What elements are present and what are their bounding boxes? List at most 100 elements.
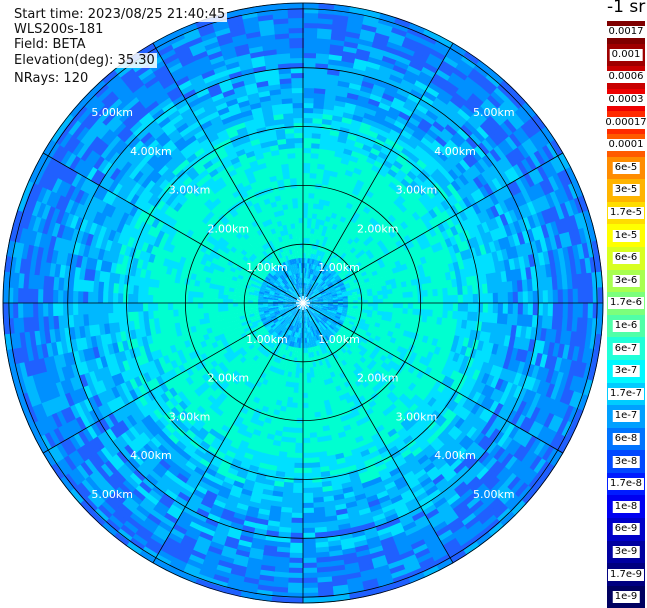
range-gate	[292, 397, 298, 403]
range-gate	[433, 296, 439, 304]
range-gate	[308, 397, 314, 403]
range-gate	[458, 303, 464, 312]
range-gate	[302, 423, 309, 429]
range-gate	[303, 138, 312, 144]
range-gate	[302, 543, 316, 549]
range-gate	[303, 13, 319, 19]
range-gate	[453, 303, 459, 312]
range-gate	[303, 88, 315, 94]
range-gate	[303, 68, 316, 74]
range-gate	[287, 588, 303, 594]
range-gate	[302, 468, 312, 474]
range-gate	[503, 303, 509, 315]
range-gate	[298, 383, 303, 389]
range-gate	[291, 503, 303, 509]
range-gate	[303, 188, 310, 194]
range-gate	[568, 303, 574, 318]
range-gate	[303, 228, 307, 234]
range-gate	[306, 373, 311, 379]
range-gate	[295, 448, 303, 454]
range-gate	[290, 523, 303, 529]
range-gate	[388, 298, 394, 303]
range-gate	[296, 413, 303, 419]
range-gate	[423, 303, 429, 310]
range-gate	[402, 292, 408, 298]
range-gate	[518, 303, 524, 315]
range-gate	[518, 291, 524, 303]
range-gate	[302, 573, 318, 579]
range-gate	[363, 303, 369, 307]
range-gate	[473, 303, 479, 313]
range-gate	[302, 558, 317, 564]
range-gate	[403, 297, 409, 303]
range-gate	[558, 289, 564, 304]
range-gate	[303, 48, 317, 54]
range-gate	[303, 118, 313, 124]
range-gate	[302, 553, 316, 559]
range-gate	[303, 218, 308, 224]
range-gate	[483, 303, 489, 313]
range-gate	[568, 289, 574, 304]
range-gate	[303, 153, 311, 159]
range-gate	[303, 53, 317, 59]
range-gate	[288, 563, 303, 569]
range-gate	[448, 303, 454, 311]
range-gate	[468, 294, 474, 304]
range-gate	[383, 303, 389, 308]
range-gate	[298, 378, 303, 384]
range-gate	[303, 108, 314, 114]
range-gate	[303, 43, 318, 49]
range-gate	[553, 290, 559, 304]
range-gate	[478, 303, 484, 313]
range-gate	[302, 448, 310, 454]
range-gate	[302, 428, 309, 434]
range-gate	[303, 18, 319, 24]
range-gate	[303, 413, 310, 419]
range-gate	[302, 588, 318, 594]
range-gate	[463, 303, 469, 312]
range-gate	[298, 388, 303, 394]
range-gate	[443, 295, 449, 303]
range-gate	[493, 293, 499, 304]
range-gate	[306, 363, 310, 369]
range-gate	[373, 303, 379, 307]
range-gate	[488, 303, 494, 314]
range-gate	[302, 533, 315, 539]
range-gate	[302, 583, 318, 589]
range-gate	[307, 393, 313, 399]
range-gate	[302, 458, 311, 464]
range-gate	[303, 233, 307, 239]
range-gate	[558, 303, 564, 318]
range-gate	[307, 388, 312, 394]
range-gate	[458, 295, 464, 304]
range-gate	[393, 303, 399, 308]
range-gate	[306, 358, 310, 364]
range-gate	[303, 408, 309, 414]
range-gate	[443, 303, 449, 311]
range-gate	[508, 292, 514, 304]
range-gate	[363, 296, 369, 300]
range-gate	[297, 403, 303, 409]
range-gate	[302, 438, 310, 444]
range-gate	[307, 378, 312, 384]
range-gate	[303, 238, 307, 244]
range-gate	[303, 103, 314, 109]
range-gate	[398, 303, 404, 309]
range-gate	[303, 163, 311, 169]
range-gate	[299, 368, 303, 374]
range-gate	[303, 58, 317, 64]
range-gate	[291, 508, 303, 514]
range-gate	[573, 289, 579, 305]
range-gate	[303, 398, 309, 404]
range-gate	[303, 123, 313, 129]
range-gate	[573, 303, 579, 319]
range-gate	[290, 528, 303, 534]
range-gate	[553, 303, 559, 317]
range-gate	[292, 488, 303, 494]
range-gate	[453, 295, 459, 304]
range-gate	[413, 297, 419, 304]
range-gate	[563, 303, 569, 318]
range-gate	[302, 473, 312, 479]
range-gate	[433, 303, 439, 311]
range-gate	[293, 483, 303, 489]
